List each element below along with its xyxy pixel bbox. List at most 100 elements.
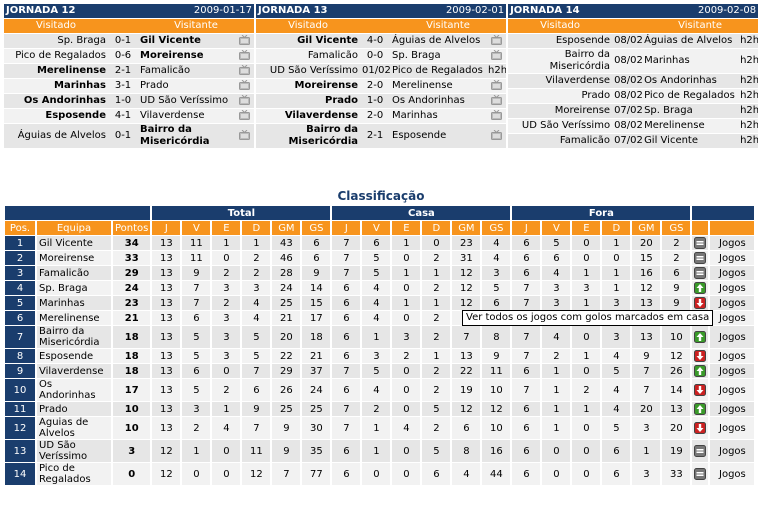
same-icon[interactable] — [694, 445, 707, 457]
stat: 12 — [482, 402, 511, 416]
team: Vilaverdense — [37, 364, 111, 378]
game-icon[interactable]: h2h — [738, 74, 759, 88]
home-team: UD São Veríssimo — [256, 64, 361, 78]
same-icon[interactable] — [694, 237, 707, 249]
down-icon[interactable] — [694, 384, 707, 396]
standings-row: 3 Famalicão 29 13 9 2 2 28 9 7 5 1 1 12 3 6 4 1 1 16 6 Jogos — [5, 266, 755, 280]
stat: 5 — [182, 326, 211, 348]
stat: 13 — [152, 349, 181, 363]
down-icon[interactable] — [694, 422, 707, 434]
stat: 7 — [452, 326, 481, 348]
stat: 6 — [512, 417, 541, 439]
game-icon[interactable]: h2h — [738, 119, 759, 133]
down-icon[interactable] — [694, 297, 707, 309]
home-team: Gil Vicente — [256, 34, 361, 48]
game-icon[interactable]: h2h — [738, 49, 759, 73]
score: 2-0 — [360, 79, 391, 93]
jogos-link[interactable]: Jogos — [719, 365, 746, 377]
column-label: Pos. — [5, 221, 35, 235]
jogos-link[interactable]: Jogos — [719, 237, 746, 249]
tv-icon — [490, 49, 502, 60]
stat: 6 — [332, 296, 361, 310]
game-icon[interactable]: h2h — [738, 34, 759, 48]
jogos-link[interactable]: Jogos — [719, 384, 746, 396]
column-label: D — [422, 221, 451, 235]
game-icon[interactable]: h2h — [486, 64, 507, 78]
jogos-link[interactable]: Jogos — [719, 252, 746, 264]
stat: 6 — [512, 364, 541, 378]
stat: 3 — [602, 326, 631, 348]
stat: 9 — [272, 440, 301, 462]
stat: 1 — [392, 236, 421, 250]
jogos-link[interactable]: Jogos — [719, 422, 746, 434]
column-label: J — [332, 221, 361, 235]
down-icon[interactable] — [694, 350, 707, 362]
stat: 28 — [272, 266, 301, 280]
stat: 7 — [512, 379, 541, 401]
stat: 2 — [422, 417, 451, 439]
group-blank — [5, 206, 151, 220]
stat: 2 — [392, 349, 421, 363]
team: Moreirense — [37, 251, 111, 265]
game-icon — [486, 79, 507, 93]
jogos-link[interactable]: Jogos — [719, 267, 746, 279]
jogos-link[interactable]: Jogos — [719, 297, 746, 309]
stat: 0 — [392, 463, 421, 485]
jogos-link[interactable]: Jogos — [719, 282, 746, 294]
stat: 0 — [422, 236, 451, 250]
game-row: Gil Vicente 4-0 Águias de Alvelos — [256, 34, 507, 48]
stat: 3 — [242, 281, 271, 295]
score-header — [360, 19, 391, 33]
away-team: Águias de Alvelos — [390, 34, 487, 48]
up-icon[interactable] — [694, 403, 707, 415]
stat: 0 — [602, 251, 631, 265]
up-icon[interactable] — [694, 331, 707, 343]
stat: 13 — [662, 402, 691, 416]
stat: 0 — [212, 251, 241, 265]
tv-icon — [490, 79, 502, 90]
up-icon[interactable] — [694, 365, 707, 377]
game-icon[interactable]: h2h — [738, 89, 759, 103]
column-blank — [710, 221, 755, 235]
same-icon[interactable] — [694, 468, 707, 480]
team: Sp. Braga — [37, 281, 111, 295]
game-icon — [486, 34, 507, 48]
stat: 9 — [182, 266, 211, 280]
stat: 6 — [332, 463, 361, 485]
stat: 7 — [512, 296, 541, 310]
score: 08/02 — [612, 49, 643, 73]
stat: 2 — [422, 326, 451, 348]
column-label: J — [512, 221, 541, 235]
game-row: Merelinense 2-1 Famalicão — [4, 64, 255, 78]
standings-title: Classificação — [337, 189, 425, 203]
game-icon[interactable]: h2h — [738, 104, 759, 118]
column-label: GM — [272, 221, 301, 235]
game-row: Bairro da Misericórdia 08/02 Marinhas h2h — [508, 49, 759, 73]
jogos-link[interactable]: Jogos — [719, 350, 746, 362]
trend — [692, 266, 709, 280]
stat: 12 — [452, 296, 481, 310]
stat: 13 — [152, 266, 181, 280]
stat: 8 — [482, 326, 511, 348]
jornada-panel: JORNADA 13 2009-02-01 Visitado Visitante Gil… — [256, 3, 507, 149]
jogos-link[interactable]: Jogos — [719, 468, 746, 480]
jogos-link[interactable]: Jogos — [719, 403, 746, 415]
game-icon[interactable]: h2h — [738, 134, 759, 148]
jogos-link[interactable]: Jogos — [719, 312, 746, 324]
up-icon[interactable] — [694, 282, 707, 294]
game-row: Moreirense 07/02 Sp. Braga h2h — [508, 104, 759, 118]
jogos-link[interactable]: Jogos — [719, 445, 746, 457]
jogos-link[interactable]: Jogos — [719, 331, 746, 343]
tv-icon — [238, 94, 250, 105]
same-icon[interactable] — [694, 252, 707, 264]
away-header: Visitante — [642, 19, 759, 33]
trend — [692, 379, 709, 401]
score: 01/02 — [360, 64, 391, 78]
same-icon[interactable] — [694, 267, 707, 279]
header-cell: JORNADA 14 2009-02-08 — [508, 4, 759, 18]
stat: 6 — [452, 417, 481, 439]
stat: 20 — [272, 326, 301, 348]
group-label: Casa — [332, 206, 511, 220]
stat: 3 — [572, 281, 601, 295]
game-icon — [486, 124, 507, 148]
